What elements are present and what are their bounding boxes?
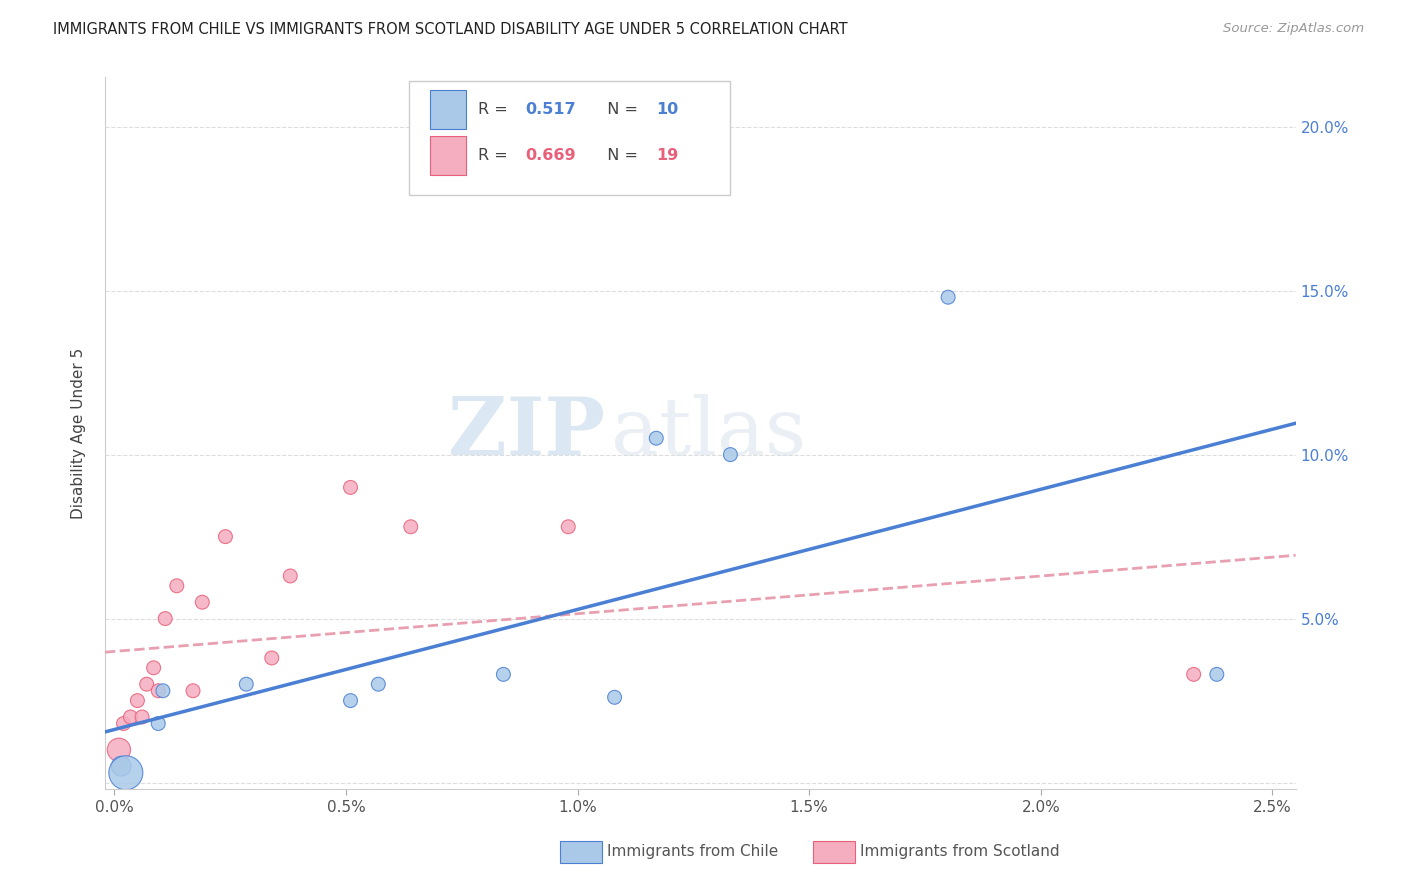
Point <box>142 661 165 675</box>
Text: Immigrants from Chile: Immigrants from Chile <box>607 845 779 859</box>
Text: 0.517: 0.517 <box>526 102 576 117</box>
Text: Source: ZipAtlas.com: Source: ZipAtlas.com <box>1223 22 1364 36</box>
FancyBboxPatch shape <box>409 81 730 194</box>
Text: 10: 10 <box>657 102 679 117</box>
Point <box>191 595 214 609</box>
Point <box>339 693 361 707</box>
Point <box>148 683 170 698</box>
Point <box>260 651 283 665</box>
Point <box>603 690 626 705</box>
Point <box>152 683 174 698</box>
Point <box>399 520 422 534</box>
Point <box>1182 667 1205 681</box>
FancyBboxPatch shape <box>430 90 465 129</box>
Text: ZIP: ZIP <box>449 394 605 472</box>
Text: 0.669: 0.669 <box>526 148 576 163</box>
Point <box>166 579 188 593</box>
Text: 19: 19 <box>657 148 679 163</box>
Text: R =: R = <box>478 148 513 163</box>
Text: atlas: atlas <box>612 394 806 472</box>
Point <box>127 693 149 707</box>
Text: IMMIGRANTS FROM CHILE VS IMMIGRANTS FROM SCOTLAND DISABILITY AGE UNDER 5 CORRELA: IMMIGRANTS FROM CHILE VS IMMIGRANTS FROM… <box>53 22 848 37</box>
Point <box>936 290 959 304</box>
Point <box>120 710 142 724</box>
Point <box>235 677 257 691</box>
Text: Immigrants from Scotland: Immigrants from Scotland <box>860 845 1060 859</box>
Point <box>214 530 236 544</box>
Point <box>155 611 177 625</box>
Point <box>181 683 204 698</box>
Text: R =: R = <box>478 102 513 117</box>
Point <box>557 520 579 534</box>
Point <box>108 743 131 757</box>
FancyBboxPatch shape <box>430 136 465 176</box>
Point <box>367 677 389 691</box>
Text: N =: N = <box>596 102 643 117</box>
Point <box>278 569 301 583</box>
Point <box>114 765 136 780</box>
Y-axis label: Disability Age Under 5: Disability Age Under 5 <box>72 348 86 519</box>
Point <box>1205 667 1227 681</box>
Text: N =: N = <box>596 148 643 163</box>
Point <box>645 431 668 445</box>
Point <box>135 677 157 691</box>
Point <box>131 710 153 724</box>
Point <box>148 716 170 731</box>
Point <box>718 448 741 462</box>
Point <box>112 716 135 731</box>
Point <box>110 759 132 773</box>
Point <box>339 480 361 494</box>
Point <box>492 667 515 681</box>
